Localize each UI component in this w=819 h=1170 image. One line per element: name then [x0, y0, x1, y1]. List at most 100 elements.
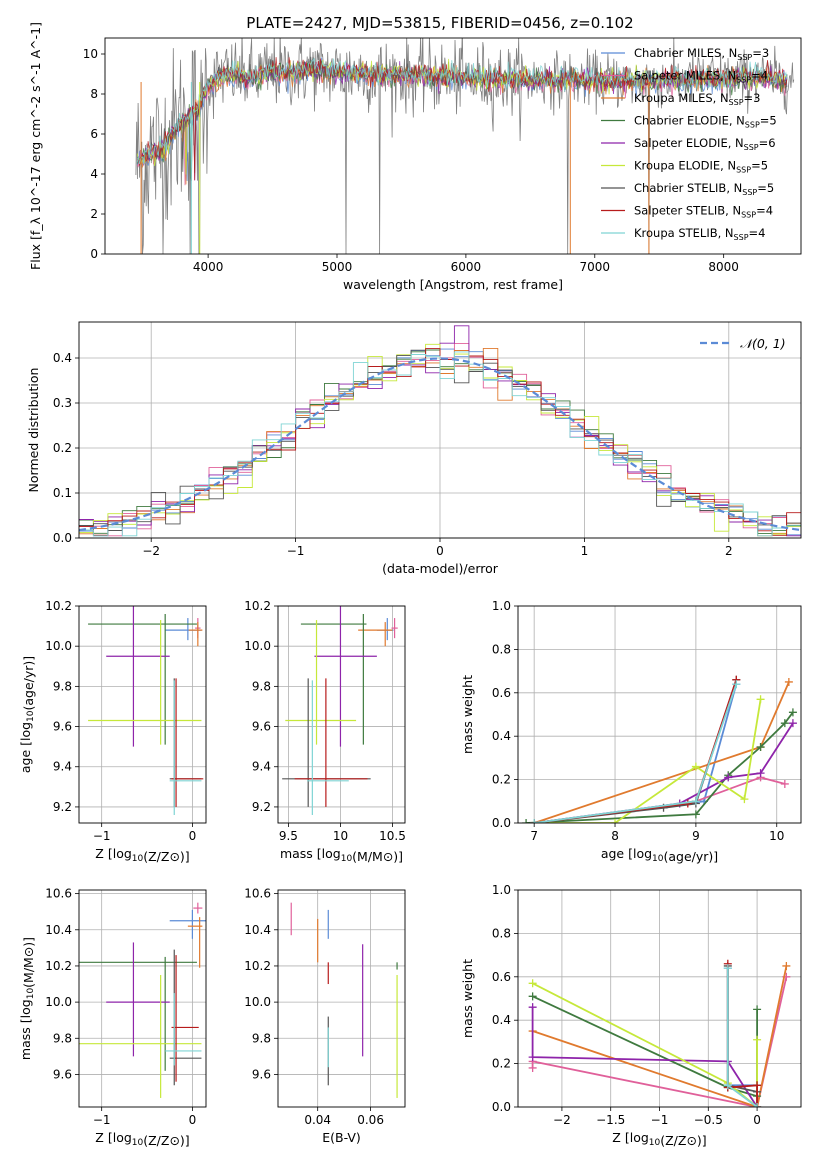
- y-tick-label: 10.6: [45, 887, 72, 901]
- x-tick-label: 6000: [451, 260, 482, 274]
- x-tick-label: 10.5: [379, 829, 406, 843]
- legend-label-chabrier-miles: Chabrier MILES, NSSP=3: [634, 46, 769, 62]
- weight-marker-chabrier-elodie: [756, 743, 765, 752]
- y-tick-label: 0.4: [492, 729, 511, 743]
- weight-line-salpeter-elodie: [531, 1007, 758, 1107]
- y-tick-label: 0.4: [53, 351, 72, 365]
- y-tick-label: 9.4: [252, 760, 271, 774]
- weight-marker-chabrier-elodie: [691, 810, 700, 819]
- y-axis-label: Flux [f_λ 10^-17 erg cm^-2 s^-1 A^-1]: [28, 22, 43, 270]
- weight-marker-chabrier-elodie: [780, 719, 789, 728]
- x-axis-label: Z [log10(Z/Z⊙)]: [612, 1130, 706, 1148]
- plot-area: [282, 606, 398, 815]
- y-tick-label: 0.0: [492, 816, 511, 830]
- plot-area: [79, 902, 206, 1098]
- weight-marker-kroupa-miles: [782, 961, 791, 970]
- y-axis-label: mass weight: [460, 675, 475, 754]
- y-tick-label: 9.2: [252, 800, 271, 814]
- weight-marker-kroupa-stelib: [530, 819, 539, 823]
- x-tick-label: 0: [189, 829, 197, 843]
- weight-marker-kroupa-elodie: [756, 695, 765, 704]
- weight-line-kroupa-elodie: [532, 982, 758, 1107]
- x-tick-label: −2: [553, 1113, 571, 1127]
- y-axis-label: mass weight: [460, 959, 475, 1038]
- axes-frame: [277, 605, 406, 824]
- x-tick-label: −1: [287, 544, 305, 558]
- x-axis-label: mass [log10(M/M⊙)]: [280, 846, 403, 864]
- x-tick-label: 10: [333, 829, 348, 843]
- x-tick-label: 0: [189, 1113, 197, 1127]
- weight-vs-metallicity-panel: −2 −1.5 −1 −0.5 0 0.0 0.2 0.4 0.6 0.8 1.0 Z [log10(…: [460, 883, 802, 1148]
- y-tick-label: 10.0: [45, 995, 72, 1009]
- y-tick-label: 0.0: [492, 1100, 511, 1114]
- y-tick-label: 10.2: [45, 599, 72, 613]
- weight-marker-kroupa-elodie: [611, 819, 620, 823]
- x-tick-label: 2: [725, 544, 733, 558]
- weight-marker-chabrier-elodie: [753, 1005, 762, 1014]
- y-tick-label: 0.6: [492, 686, 511, 700]
- y-tick-label: 10.4: [45, 923, 72, 937]
- weight-marker-kroupa-stelib: [732, 680, 741, 689]
- y-tick-label: 0.2: [53, 441, 72, 455]
- weight-marker-kroupa-elodie: [691, 762, 700, 771]
- y-tick-label: 10.2: [244, 959, 271, 973]
- histogram-kroupa-stelib: [79, 351, 801, 537]
- y-tick-label: 6: [90, 127, 98, 141]
- model-spectrum-chabrier-stelib: [137, 56, 788, 174]
- legend-label-salpeter-miles: Salpeter MILES, NSSP=4: [634, 69, 768, 85]
- axes-frame: [78, 605, 207, 824]
- y-tick-label: 9.6: [53, 720, 72, 734]
- age-vs-mass-panel: 9.5 10 10.5 9.2 9.4 9.6 9.8 10.0 10.2 mass [log10…: [244, 599, 406, 864]
- legend-label-kroupa-elodie: Kroupa ELODIE, NSSP=5: [634, 159, 768, 175]
- weight-marker-kroupa-elodie: [740, 795, 749, 804]
- y-tick-label: 0.8: [492, 926, 511, 940]
- y-tick-label: 0.3: [53, 396, 72, 410]
- x-tick-label: 8000: [708, 260, 739, 274]
- x-tick-label: 5000: [322, 260, 353, 274]
- x-tick-label: 0: [436, 544, 444, 558]
- y-tick-label: 0.4: [492, 1013, 511, 1027]
- x-tick-label: 1: [581, 544, 589, 558]
- y-tick-label: 9.6: [252, 720, 271, 734]
- plot-area: [290, 902, 398, 1098]
- y-axis-label: age [log10(age/yr)]: [18, 656, 36, 773]
- y-tick-label: 0.1: [53, 486, 72, 500]
- x-axis-label: wavelength [Angstrom, rest frame]: [343, 277, 563, 292]
- y-tick-label: 8: [90, 87, 98, 101]
- x-tick-label: 0.06: [357, 1113, 384, 1127]
- weight-marker-kroupa-stelib: [723, 1081, 732, 1090]
- plot-area: [135, 38, 795, 254]
- y-tick-label: 1.0: [492, 599, 511, 613]
- y-tick-label: 10.2: [45, 959, 72, 973]
- legend-label-salpeter-stelib: Salpeter STELIB, NSSP=4: [634, 204, 773, 220]
- y-tick-label: 10.4: [244, 923, 271, 937]
- x-tick-label: −1: [93, 829, 111, 843]
- x-tick-label: −1.5: [596, 1113, 625, 1127]
- y-tick-label: 2: [90, 207, 98, 221]
- y-tick-label: 0.6: [492, 970, 511, 984]
- axes-frame: [517, 889, 802, 1108]
- axes-frame: [104, 37, 802, 255]
- x-tick-label: 7: [530, 829, 538, 843]
- y-tick-label: 9.4: [53, 760, 72, 774]
- y-tick-label: 10.0: [244, 639, 271, 653]
- weight-marker-kroupa-stelib: [753, 1103, 762, 1107]
- plot-area: [528, 959, 791, 1107]
- legend-label-kroupa-miles: Kroupa MILES, NSSP=3: [634, 91, 760, 107]
- figure-title: PLATE=2427, MJD=53815, FIBERID=0456, z=0…: [246, 14, 633, 32]
- y-tick-label: 10.6: [244, 887, 271, 901]
- y-tick-label: 1.0: [492, 883, 511, 897]
- normal-distribution-curve: [79, 357, 801, 532]
- weight-marker-chabrier-elodie: [528, 992, 537, 1001]
- x-tick-label: 9: [692, 829, 700, 843]
- plot-area: [522, 675, 797, 823]
- y-tick-label: 4: [90, 167, 98, 181]
- model-spectrum-kroupa-stelib: [136, 57, 788, 168]
- y-tick-label: 10: [83, 47, 98, 61]
- legend-label-kroupa-stelib: Kroupa STELIB, NSSP=4: [634, 226, 765, 242]
- x-axis-label: Z [log10(Z/Z⊙)]: [95, 846, 189, 864]
- x-axis-label: age [log10(age/yr)]: [601, 846, 718, 864]
- y-tick-label: 9.8: [252, 1031, 271, 1045]
- residuals-panel: −2 −1 0 1 2 0.0 0.1 0.2 0.3 0.4 (data-model)/error…: [26, 321, 802, 576]
